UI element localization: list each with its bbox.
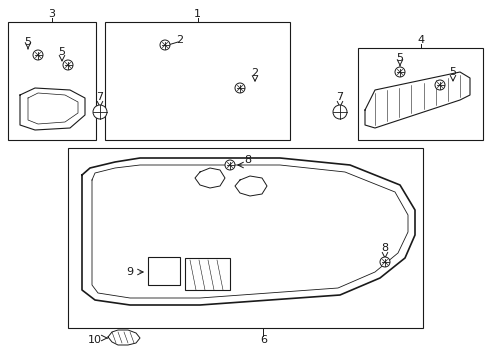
Bar: [148, 257, 180, 285]
Circle shape: [63, 60, 73, 70]
Text: 1: 1: [194, 9, 201, 19]
Text: 8: 8: [245, 155, 251, 165]
Text: 5: 5: [24, 37, 31, 47]
Polygon shape: [82, 158, 415, 305]
Bar: [105, 22, 290, 140]
Circle shape: [235, 83, 245, 93]
Circle shape: [435, 80, 445, 90]
Circle shape: [225, 160, 235, 170]
Circle shape: [395, 67, 405, 77]
Circle shape: [93, 105, 107, 119]
Text: 10: 10: [88, 335, 102, 345]
Circle shape: [380, 257, 390, 267]
Text: 6: 6: [260, 335, 267, 345]
Text: 2: 2: [176, 35, 184, 45]
Text: 2: 2: [251, 68, 259, 78]
Polygon shape: [195, 168, 225, 188]
Text: 8: 8: [381, 243, 389, 253]
Text: 7: 7: [97, 92, 103, 102]
Text: 5: 5: [58, 47, 66, 57]
Text: 5: 5: [449, 67, 457, 77]
Text: 9: 9: [126, 267, 134, 277]
Bar: [68, 148, 423, 328]
Polygon shape: [108, 330, 140, 345]
Text: 5: 5: [396, 53, 403, 63]
Circle shape: [33, 50, 43, 60]
Bar: [8, 22, 96, 140]
Polygon shape: [235, 176, 267, 196]
Polygon shape: [20, 88, 85, 130]
Text: 3: 3: [49, 9, 55, 19]
Bar: [185, 258, 230, 290]
Circle shape: [160, 40, 170, 50]
Text: 4: 4: [417, 35, 424, 45]
Circle shape: [333, 105, 347, 119]
Polygon shape: [365, 72, 470, 128]
Text: 7: 7: [337, 92, 343, 102]
Bar: [358, 48, 483, 140]
